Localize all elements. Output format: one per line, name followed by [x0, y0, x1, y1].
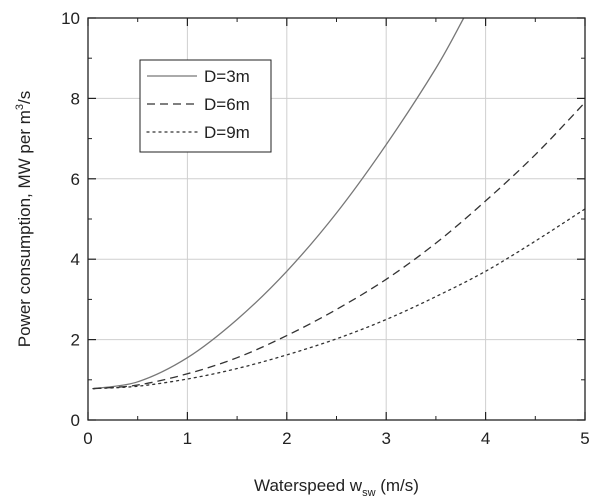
axis-ticks — [87, 17, 586, 421]
x-tick-label: 2 — [282, 429, 291, 448]
y-tick-label: 2 — [71, 331, 80, 350]
legend-label-3: D=9m — [204, 123, 250, 142]
series-line-1 — [92, 17, 465, 390]
grid-lines — [88, 18, 585, 420]
y-axis-label-rest: /s — [15, 91, 34, 104]
series-line-3 — [92, 208, 586, 390]
x-axis-label-main: Waterspeed w — [254, 476, 363, 495]
y-axis-label: Power consumption, MW per m3/s — [14, 91, 34, 348]
x-axis-label-sub: sw — [362, 487, 376, 499]
x-axis-label-rest: (m/s) — [376, 476, 419, 495]
y-axis-label-main: Power consumption, MW per m — [15, 110, 34, 347]
x-axis-label: Waterspeed wsw (m/s) — [254, 476, 419, 499]
y-tick-label: 10 — [61, 9, 80, 28]
tick-labels: 0 1 2 3 4 5 0 2 4 6 8 10 — [61, 9, 590, 448]
series-layer — [92, 17, 586, 390]
y-tick-label: 4 — [71, 250, 80, 269]
x-tick-label: 1 — [183, 429, 192, 448]
series-line-2 — [92, 101, 586, 390]
x-tick-label: 4 — [481, 429, 490, 448]
x-tick-label: 3 — [381, 429, 390, 448]
x-tick-label: 5 — [580, 429, 589, 448]
legend-box — [139, 59, 272, 153]
legend: D=3m D=6m D=9m — [139, 59, 272, 153]
legend-label-1: D=3m — [204, 67, 250, 86]
legend-label-2: D=6m — [204, 95, 250, 114]
y-tick-label: 0 — [71, 411, 80, 430]
y-tick-label: 6 — [71, 170, 80, 189]
y-axis-label-sup: 3 — [14, 104, 26, 110]
x-tick-label: 0 — [83, 429, 92, 448]
y-tick-label: 8 — [71, 89, 80, 108]
